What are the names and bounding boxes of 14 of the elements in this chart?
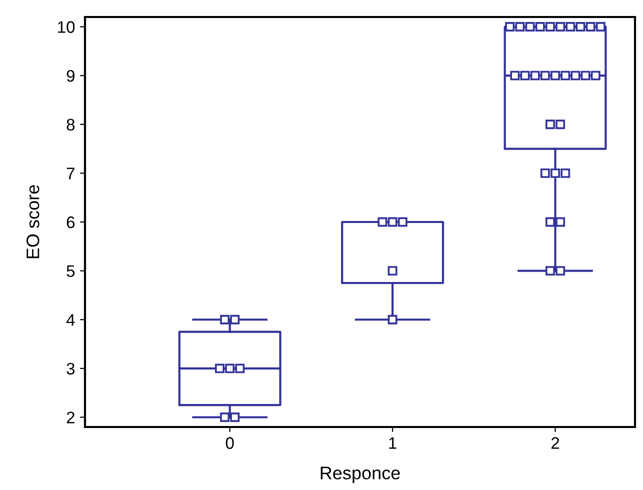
x-tick-label: 2 xyxy=(551,437,560,449)
x-tick-label: 1 xyxy=(389,437,396,449)
x-axis-title: Responce xyxy=(320,466,400,483)
y-tick-label: 2 xyxy=(66,412,74,424)
y-tick-label: 5 xyxy=(66,265,75,278)
y-tick-label: 6 xyxy=(66,216,75,228)
x-tick-label: 0 xyxy=(226,437,234,449)
y-axis-title: EO score xyxy=(26,185,40,258)
y-tick-label: 9 xyxy=(66,70,74,82)
y-tick-label: 8 xyxy=(66,118,75,131)
y-tick-label: 10 xyxy=(58,21,75,33)
y-tick-label: 7 xyxy=(66,168,74,180)
y-tick-label: 3 xyxy=(66,362,75,375)
y-tick-label: 4 xyxy=(66,314,75,326)
